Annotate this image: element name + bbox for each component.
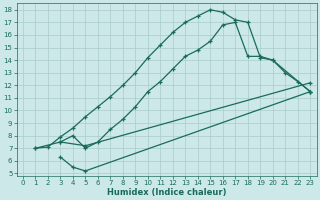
X-axis label: Humidex (Indice chaleur): Humidex (Indice chaleur) (107, 188, 226, 197)
